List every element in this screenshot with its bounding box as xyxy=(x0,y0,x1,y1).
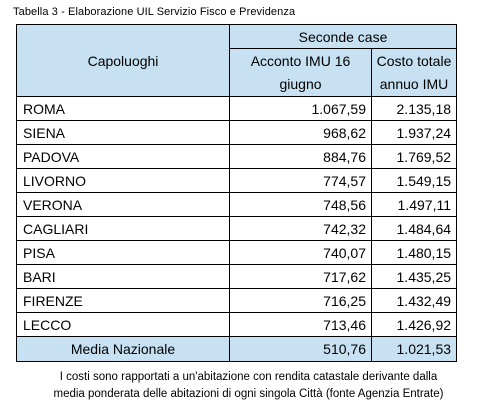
acconto-cell: 968,62 xyxy=(229,120,372,145)
table-row: FIRENZE 716,25 1.432,49 xyxy=(16,288,458,313)
table-row: ROMA 1.067,59 2.135,18 xyxy=(16,96,458,121)
average-totale: 1.021,53 xyxy=(370,336,458,362)
footnote: I costi sono rapportati a un'abitazione … xyxy=(0,369,497,403)
average-acconto: 510,76 xyxy=(229,336,372,362)
acconto-cell: 774,57 xyxy=(229,168,372,193)
table-row: LIVORNO 774,57 1.549,15 xyxy=(16,168,458,193)
header-costo-line2: annuo IMU xyxy=(370,72,458,97)
city-cell: CAGLIARI xyxy=(16,216,230,241)
city-cell: LIVORNO xyxy=(16,168,230,193)
acconto-cell: 884,76 xyxy=(229,144,372,169)
totale-cell: 1.497,11 xyxy=(370,192,458,217)
city-cell: PISA xyxy=(16,240,230,265)
city-cell: PADOVA xyxy=(16,144,230,169)
header-costo-line1: Costo totale xyxy=(370,48,458,73)
totale-cell: 1.549,15 xyxy=(370,168,458,193)
header-capoluoghi: Capoluoghi xyxy=(16,24,230,97)
totale-cell: 1.435,25 xyxy=(370,264,458,289)
header-acconto-line2: giugno xyxy=(229,72,372,97)
average-row: Media Nazionale 510,76 1.021,53 xyxy=(16,336,458,362)
table-row: BARI 717,62 1.435,25 xyxy=(16,264,458,289)
acconto-cell: 740,07 xyxy=(229,240,372,265)
city-cell: VERONA xyxy=(16,192,230,217)
table-row: LECCO 713,46 1.426,92 xyxy=(16,312,458,337)
acconto-cell: 742,32 xyxy=(229,216,372,241)
totale-cell: 1.937,24 xyxy=(370,120,458,145)
imu-table: Capoluoghi Seconde case Acconto IMU 16 C… xyxy=(16,24,458,362)
totale-cell: 1.480,15 xyxy=(370,240,458,265)
totale-cell: 1.484,64 xyxy=(370,216,458,241)
city-cell: SIENA xyxy=(16,120,230,145)
acconto-cell: 1.067,59 xyxy=(229,96,372,121)
table-row: PADOVA 884,76 1.769,52 xyxy=(16,144,458,169)
table-row: VERONA 748,56 1.497,11 xyxy=(16,192,458,217)
table-row: PISA 740,07 1.480,15 xyxy=(16,240,458,265)
table-row: CAGLIARI 742,32 1.484,64 xyxy=(16,216,458,241)
totale-cell: 1.769,52 xyxy=(370,144,458,169)
table-row: SIENA 968,62 1.937,24 xyxy=(16,120,458,145)
acconto-cell: 716,25 xyxy=(229,288,372,313)
header-seconde-case: Seconde case xyxy=(228,24,458,49)
city-cell: BARI xyxy=(16,264,230,289)
totale-cell: 1.432,49 xyxy=(370,288,458,313)
average-label: Media Nazionale xyxy=(16,336,230,362)
city-cell: LECCO xyxy=(16,312,230,337)
acconto-cell: 713,46 xyxy=(229,312,372,337)
city-cell: FIRENZE xyxy=(16,288,230,313)
city-cell: ROMA xyxy=(16,96,230,121)
totale-cell: 2.135,18 xyxy=(370,96,458,121)
header-acconto-line1: Acconto IMU 16 xyxy=(229,48,372,73)
footnote-line1: I costi sono rapportati a un'abitazione … xyxy=(59,371,438,383)
table-caption: Tabella 3 - Elaborazione UIL Servizio Fi… xyxy=(13,6,296,18)
acconto-cell: 748,56 xyxy=(229,192,372,217)
acconto-cell: 717,62 xyxy=(229,264,372,289)
footnote-line2: media ponderata delle abitazioni di ogni… xyxy=(53,388,444,400)
totale-cell: 1.426,92 xyxy=(370,312,458,337)
